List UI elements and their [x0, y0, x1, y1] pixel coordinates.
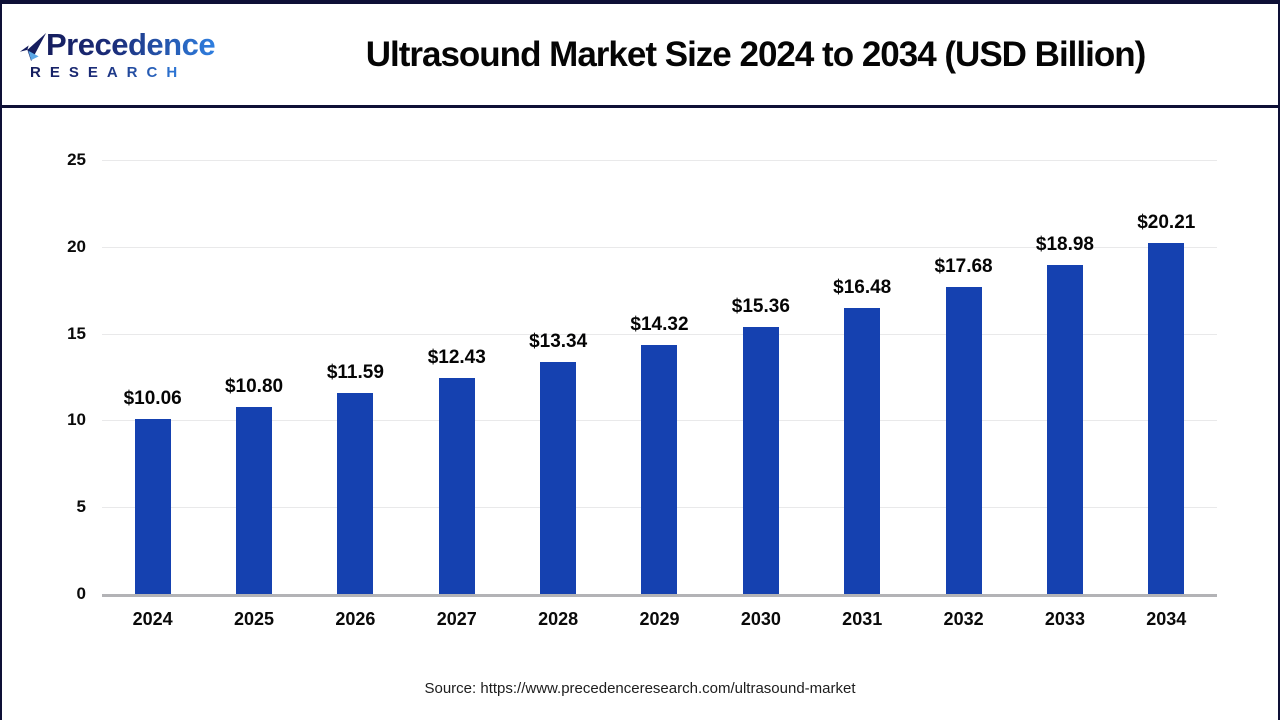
gridline: [102, 246, 1217, 248]
bar-column: $20.21 2034: [1116, 160, 1217, 629]
x-category-label: 2033: [1044, 609, 1085, 629]
y-tick-label: 20: [67, 236, 86, 256]
bar-column: $10.80 2025: [203, 160, 304, 629]
bar-value-label: $11.59: [326, 361, 384, 383]
bar-column: $12.43 2027: [406, 160, 507, 629]
y-tick-label: 15: [67, 323, 86, 343]
bar-column: $17.68 2032: [913, 160, 1014, 629]
bar-2028: [540, 362, 577, 594]
logo-subtitle: RESEARCH: [30, 63, 187, 81]
x-category-label: 2031: [842, 609, 883, 629]
bar-2027: [438, 378, 475, 594]
x-category-label: 2029: [639, 609, 680, 629]
bar-value-label: $20.21: [1137, 212, 1196, 234]
header: Precedence RESEARCH Ultrasound Market Si…: [2, 4, 1278, 108]
bar-2026: [337, 392, 374, 594]
bar-value-label: $13.34: [529, 331, 588, 353]
bar-2024: [134, 419, 171, 594]
gridline: [102, 333, 1217, 335]
x-category-label: 2030: [740, 609, 781, 629]
paper-plane-icon: [19, 32, 47, 61]
bar-column: $14.32 2029: [609, 160, 710, 629]
bar-column: $13.34 2028: [507, 160, 608, 629]
x-category-label: 2034: [1146, 609, 1187, 629]
bar-2033: [1046, 264, 1083, 594]
bar-column: $16.48 2031: [812, 160, 913, 629]
y-tick-label: 0: [76, 584, 86, 603]
x-category-label: 2024: [132, 609, 173, 629]
brand-logo: Precedence RESEARCH: [18, 26, 233, 81]
bar-2025: [236, 406, 273, 594]
bar-value-label: $15.36: [731, 296, 790, 318]
title-wrap: Ultrasound Market Size 2024 to 2034 (USD…: [233, 35, 1278, 75]
bar-value-label: $16.48: [833, 276, 892, 298]
chart-area: 0 5 10 15 20 25 $10.06 2024 $10.80 2025 $11.59 2026…: [2, 108, 1278, 717]
x-category-label: 2025: [234, 609, 275, 629]
bar-column: $18.98 2033: [1014, 160, 1115, 629]
x-category-label: 2032: [943, 609, 984, 629]
bar-column: $11.59 2026: [305, 160, 406, 629]
logo-name: Precedence: [46, 26, 216, 62]
bar-2030: [742, 327, 779, 594]
x-category-label: 2026: [335, 609, 376, 629]
bar-value-label: $17.68: [934, 256, 993, 278]
x-category-label: 2028: [538, 609, 579, 629]
logo-row: Precedence: [18, 26, 216, 63]
bar-2031: [844, 307, 881, 594]
bar-2032: [945, 287, 982, 594]
y-tick-label: 5: [76, 497, 86, 517]
bar-value-label: $10.06: [123, 388, 182, 410]
x-category-label: 2027: [436, 609, 477, 629]
gridline: [102, 160, 1217, 161]
bar-value-label: $18.98: [1035, 233, 1094, 255]
bar-value-label: $14.32: [630, 314, 689, 336]
bar-column: $15.36 2030: [710, 160, 811, 629]
y-tick-label: 10: [67, 410, 86, 430]
bar-2034: [1148, 243, 1185, 594]
bar-value-label: $12.43: [427, 347, 486, 369]
bar-2029: [641, 345, 678, 594]
bar-column: $10.06 2024: [102, 160, 203, 629]
chart-title: Ultrasound Market Size 2024 to 2034 (USD…: [365, 34, 1147, 74]
source-text: Source: https://www.precedenceresearch.c…: [424, 680, 856, 697]
bar-value-label: $10.80: [224, 375, 284, 397]
plot-area: 0 5 10 15 20 25 $10.06 2024 $10.80 2025 $11.59 2026…: [67, 150, 1217, 629]
y-tick-label: 25: [67, 150, 86, 169]
